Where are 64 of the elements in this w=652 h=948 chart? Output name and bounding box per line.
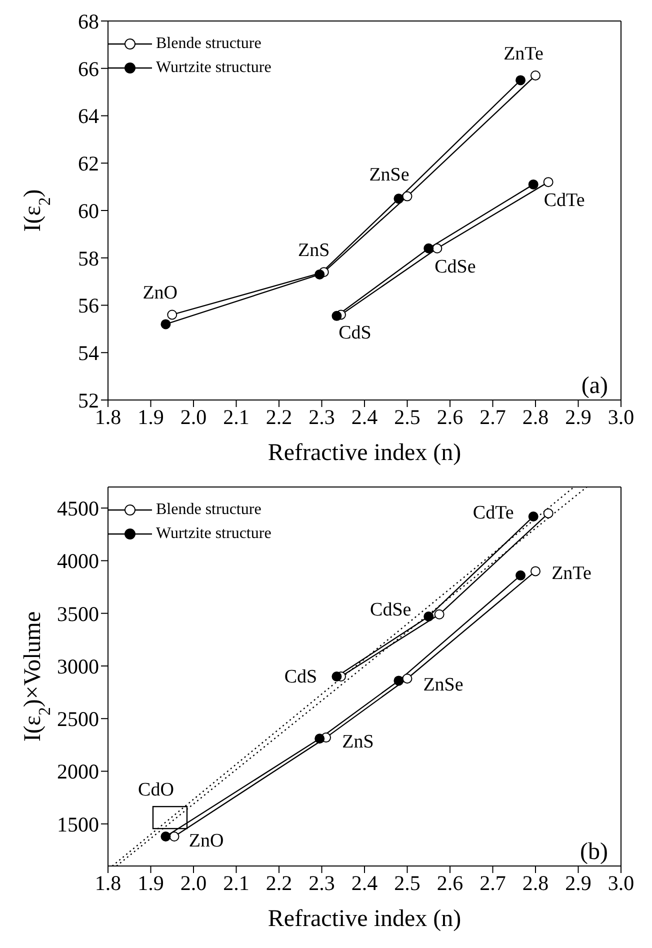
y-tick-label: 68	[78, 9, 99, 34]
x-tick-label: 2.7	[480, 870, 506, 895]
x-axis-title: Refractive index (n)	[268, 440, 462, 466]
annotation: (a)	[581, 373, 608, 400]
x-tick-label: 2.5	[394, 870, 420, 895]
annotation: CdO	[138, 780, 174, 801]
x-tick-label: 2.3	[308, 404, 335, 429]
x-tick-label: 2.1	[223, 404, 250, 429]
annotation: ZnS	[298, 240, 330, 262]
y-tick-label: 4500	[57, 496, 99, 521]
annotation: (b)	[580, 839, 608, 866]
x-tick-label: 1.9	[138, 870, 164, 895]
x-tick-label: 2.2	[266, 404, 292, 429]
legend-label: Wurtzite structure	[156, 525, 272, 543]
y-tick-label: 62	[78, 152, 99, 176]
y-tick-label: 56	[78, 294, 99, 318]
y-tick-label: 52	[78, 388, 99, 412]
x-tick-label: 1.8	[94, 870, 122, 895]
annotation: ZnSe	[369, 164, 410, 186]
annotation: CdSe	[370, 600, 412, 621]
y-tick-label: 64	[78, 104, 100, 128]
y-tick-label: 2000	[57, 760, 99, 784]
y-tick-label: 2500	[57, 707, 99, 732]
annotation: CdS	[284, 666, 318, 688]
x-tick-label: 3.0	[608, 404, 634, 429]
x-tick-label: 2.5	[394, 404, 420, 429]
y-tick-label: 66	[78, 56, 99, 81]
annotation: CdS	[338, 323, 372, 344]
annotation: ZnTe	[552, 564, 592, 585]
x-tick-label: 1.9	[138, 404, 164, 429]
annotation: ZnO	[142, 283, 178, 304]
x-tick-label: 2.4	[351, 404, 378, 429]
y-tick-label: 60	[78, 198, 99, 223]
x-tick-label: 2.4	[351, 870, 378, 895]
annotation: CdTe	[544, 190, 585, 212]
annotation: ZnO	[188, 830, 224, 852]
x-tick-label: 2.0	[180, 870, 207, 895]
x-tick-label: 2.6	[436, 870, 464, 895]
x-tick-label: 2.0	[180, 404, 207, 429]
y-tick-label: 3500	[57, 602, 99, 626]
x-tick-label: 2.6	[436, 404, 464, 429]
y-tick-label: 1500	[57, 812, 99, 836]
x-axis-title: Refractive index (n)	[268, 906, 462, 932]
annotation: ZnSe	[423, 674, 464, 696]
x-tick-label: 3.0	[608, 870, 634, 895]
annotation: ZnTe	[504, 44, 544, 65]
legend-label: Wurtzite structure	[156, 59, 272, 77]
x-tick-label: 2.1	[223, 870, 250, 895]
annotation: CdSe	[434, 256, 476, 278]
x-tick-label: 2.7	[480, 404, 506, 429]
x-tick-label: 2.9	[565, 870, 592, 895]
x-tick-label: 2.9	[565, 404, 592, 429]
legend-label: Blende structure	[156, 501, 262, 519]
x-tick-label: 2.8	[522, 404, 549, 429]
annotation: ZnS	[342, 732, 374, 753]
x-tick-label: 2.3	[308, 870, 335, 895]
y-tick-label: 4000	[57, 549, 99, 574]
y-tick-label: 54	[78, 341, 100, 366]
x-tick-label: 2.8	[522, 870, 549, 895]
annotation: CdTe	[472, 502, 514, 524]
x-tick-label: 2.2	[266, 870, 292, 895]
y-tick-label: 58	[78, 246, 99, 270]
legend-label: Blende structure	[156, 35, 262, 53]
y-tick-label: 3000	[57, 654, 99, 678]
